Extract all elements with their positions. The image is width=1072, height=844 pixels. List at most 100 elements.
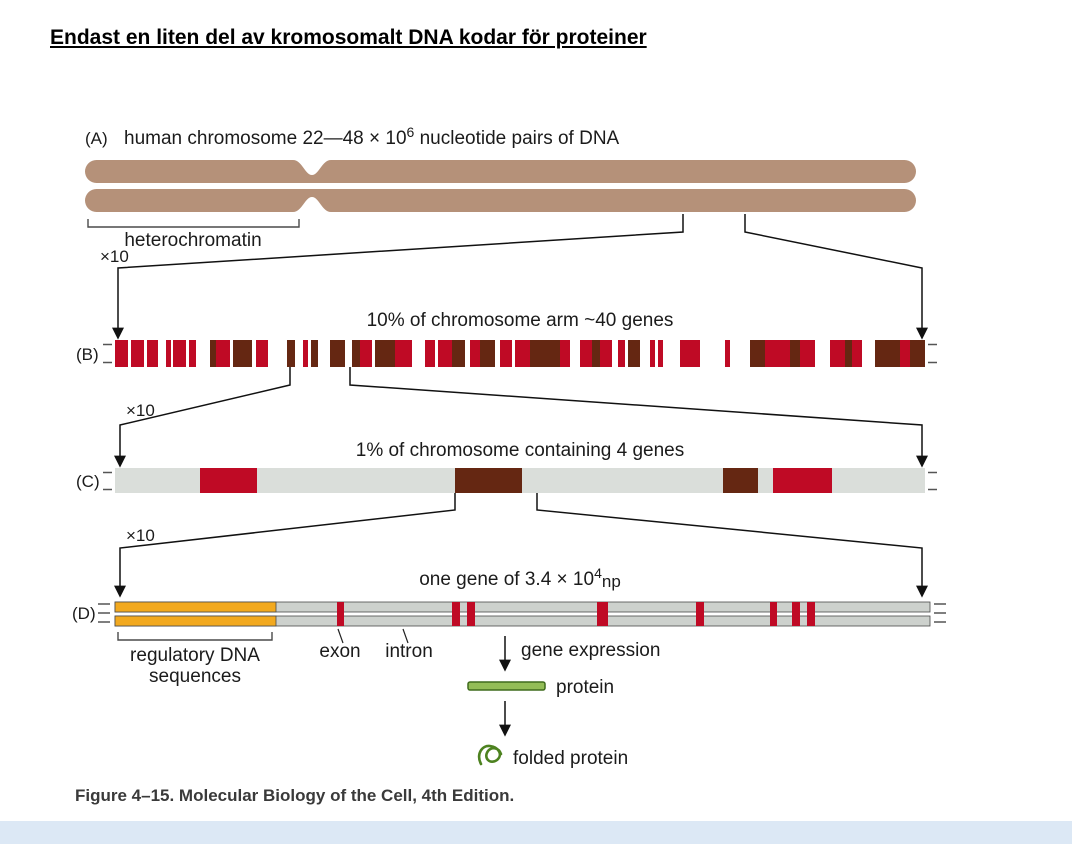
gene-block: [200, 468, 257, 493]
gene-segment: [560, 340, 570, 367]
gene-segment: [189, 340, 196, 367]
panel-a-title: human chromosome 22—48 × 106 nucleotide …: [124, 124, 620, 149]
panel-b-continuation-left: [103, 343, 112, 364]
zoom-line-a-right: [744, 214, 928, 340]
panel-c-continuation-right: [928, 471, 937, 491]
zoom-label-c: ×10: [126, 526, 155, 545]
gene-expression-label: gene expression: [521, 640, 660, 661]
gene-block: [773, 468, 832, 493]
gene-segment: [750, 340, 765, 367]
exon-mark: [467, 602, 475, 626]
gene-segment: [303, 340, 308, 367]
gene-segment: [287, 340, 295, 367]
panel-d-label: (D): [72, 604, 96, 623]
gene-segment: [438, 340, 452, 367]
gene-segment: [875, 340, 900, 367]
gene-segment: [800, 340, 815, 367]
exon-leader-line: [337, 628, 344, 644]
gene-segment: [725, 340, 730, 367]
panel-d-title: one gene of 3.4 × 104np: [419, 565, 621, 591]
gene-segment: [480, 340, 495, 367]
gene-segment: [216, 340, 230, 367]
regulatory-dna-region: [114, 601, 277, 627]
footer-strip: [0, 821, 1072, 844]
gene-segment: [210, 340, 216, 367]
chromosome-bottom-chromatid: [85, 189, 916, 212]
exon-mark: [452, 602, 460, 626]
gene-segment: [147, 340, 158, 367]
slide-title: Endast en liten del av kromosomalt DNA k…: [50, 26, 647, 49]
zoom-line-c-right: [536, 493, 928, 598]
gene-segment: [500, 340, 512, 367]
gene-segment: [830, 340, 845, 367]
folded-protein-label: folded protein: [513, 748, 628, 769]
gene-segment: [790, 340, 800, 367]
gene-segment: [765, 340, 790, 367]
panel-b: 10% of chromosome arm ~40 genes (B) ×10: [76, 310, 937, 468]
zoom-line-c-left: [114, 493, 456, 598]
regulatory-bracket: [117, 632, 273, 641]
gene-segment: [910, 340, 925, 367]
gene-segment: [650, 340, 655, 367]
protein-bar: [467, 681, 546, 691]
zoom-line-a-left: [112, 214, 684, 340]
exon-mark: [337, 602, 344, 626]
panel-b-label: (B): [76, 345, 99, 364]
intron-label: intron: [385, 641, 433, 662]
gene-segment: [515, 340, 530, 367]
regulatory-label-line2: sequences: [149, 666, 241, 687]
exon-label: exon: [319, 641, 360, 662]
gene-segment: [256, 340, 268, 367]
gene-segment: [452, 340, 465, 367]
gene-segment: [115, 340, 128, 367]
zoom-label-a: ×10: [100, 247, 129, 266]
zoom-line-b-left: [114, 367, 291, 468]
gene-segment: [845, 340, 852, 367]
panel-b-gene-bar: [115, 340, 925, 367]
gene-segment: [233, 340, 252, 367]
gene-segment: [618, 340, 625, 367]
regulatory-label-line1: regulatory DNA: [130, 645, 260, 666]
panel-d: one gene of 3.4 × 104np (D) regulatory D…: [72, 565, 946, 769]
gene-block: [455, 468, 522, 493]
exon-mark: [597, 602, 608, 626]
panel-b-title: 10% of chromosome arm ~40 genes: [367, 310, 674, 331]
gene-block: [723, 468, 758, 493]
figure-caption: Figure 4–15. Molecular Biology of the Ce…: [75, 786, 514, 805]
gene-segment: [330, 340, 345, 367]
gene-segment: [166, 340, 171, 367]
panel-c-label: (C): [76, 472, 100, 491]
gene-segment: [592, 340, 600, 367]
panel-c: 1% of chromosome containing 4 genes (C) …: [76, 440, 937, 598]
folded-protein-icon: [477, 744, 503, 766]
gene-segment: [311, 340, 318, 367]
gene-segment: [900, 340, 910, 367]
panel-a-label: (A): [85, 129, 108, 148]
exon-mark: [696, 602, 704, 626]
panel-c-title: 1% of chromosome containing 4 genes: [356, 440, 684, 461]
panel-b-continuation-right: [928, 343, 937, 364]
exon-mark: [792, 602, 800, 626]
panel-d-continuation-left: [98, 603, 110, 623]
regulatory-segment-bottom: [114, 615, 277, 627]
gene-segment: [628, 340, 640, 367]
panel-c-continuation-left: [103, 471, 112, 491]
zoom-label-b: ×10: [126, 401, 155, 420]
gene-segment: [530, 340, 560, 367]
gene-segment: [425, 340, 435, 367]
gene-segment: [580, 340, 592, 367]
exon-mark: [770, 602, 777, 626]
panel-d-continuation-right: [934, 603, 946, 623]
gene-segment: [680, 340, 700, 367]
protein-label: protein: [556, 677, 614, 698]
gene-segment: [360, 340, 372, 367]
regulatory-segment-top: [114, 601, 277, 613]
intron-leader-line: [402, 628, 409, 644]
gene-segment: [395, 340, 412, 367]
chromosome-top-chromatid: [85, 160, 916, 183]
gene-segment: [375, 340, 395, 367]
exon-marks: [337, 602, 815, 626]
gene-segment: [600, 340, 612, 367]
